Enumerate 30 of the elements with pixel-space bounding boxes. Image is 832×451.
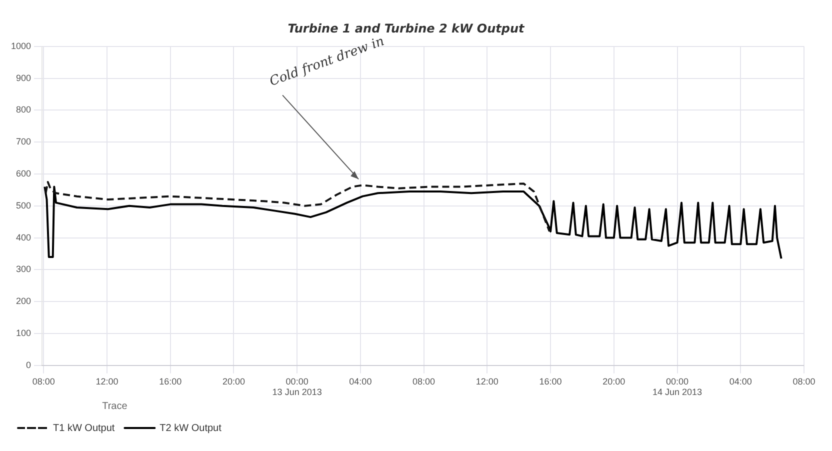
- x-tick-label: 16:00: [539, 376, 562, 386]
- legend-label: T2 kW Output: [160, 422, 222, 434]
- x-tick-label: 12:00: [96, 376, 118, 386]
- x-tick-label: 20:00: [602, 376, 626, 386]
- x-tick-label: 20:00: [222, 376, 245, 386]
- x-tick-label: 04:00: [729, 376, 752, 386]
- x-tick-label: 00:00 13 Jun 2013: [272, 376, 322, 398]
- y-tick-label: 500: [16, 200, 32, 210]
- x-tick-label: 04:00: [349, 376, 372, 386]
- annotation: Cold front drew in: [268, 34, 386, 90]
- y-tick-label: 1000: [10, 40, 32, 51]
- x-tick-label: 00:00 14 Jun 2013: [652, 376, 702, 398]
- x-tick-label: 16:00: [159, 376, 182, 386]
- y-tick-label: 700: [16, 136, 32, 147]
- x-tick-label: 08:00: [412, 376, 436, 386]
- y-tick-label: 800: [16, 104, 32, 115]
- y-tick-label: 0: [26, 360, 32, 370]
- x-tick-label: 08:00: [792, 376, 816, 386]
- y-tick-label: 300: [16, 264, 32, 274]
- chart-title: Turbine 1 and Turbine 2 kW Output: [288, 21, 526, 36]
- y-tick-label: 100: [16, 328, 32, 338]
- legend-label: T1 kW Output: [53, 422, 115, 434]
- legend-title: Trace: [102, 400, 128, 412]
- y-tick-label: 900: [16, 72, 32, 83]
- x-tick-label: 12:00: [476, 376, 498, 386]
- y-tick-label: 200: [16, 296, 32, 306]
- line-series: [44, 180, 550, 232]
- y-tick-label: 400: [16, 232, 32, 242]
- y-tick-label: 600: [16, 168, 32, 178]
- x-tick-label: 08:00: [32, 376, 55, 386]
